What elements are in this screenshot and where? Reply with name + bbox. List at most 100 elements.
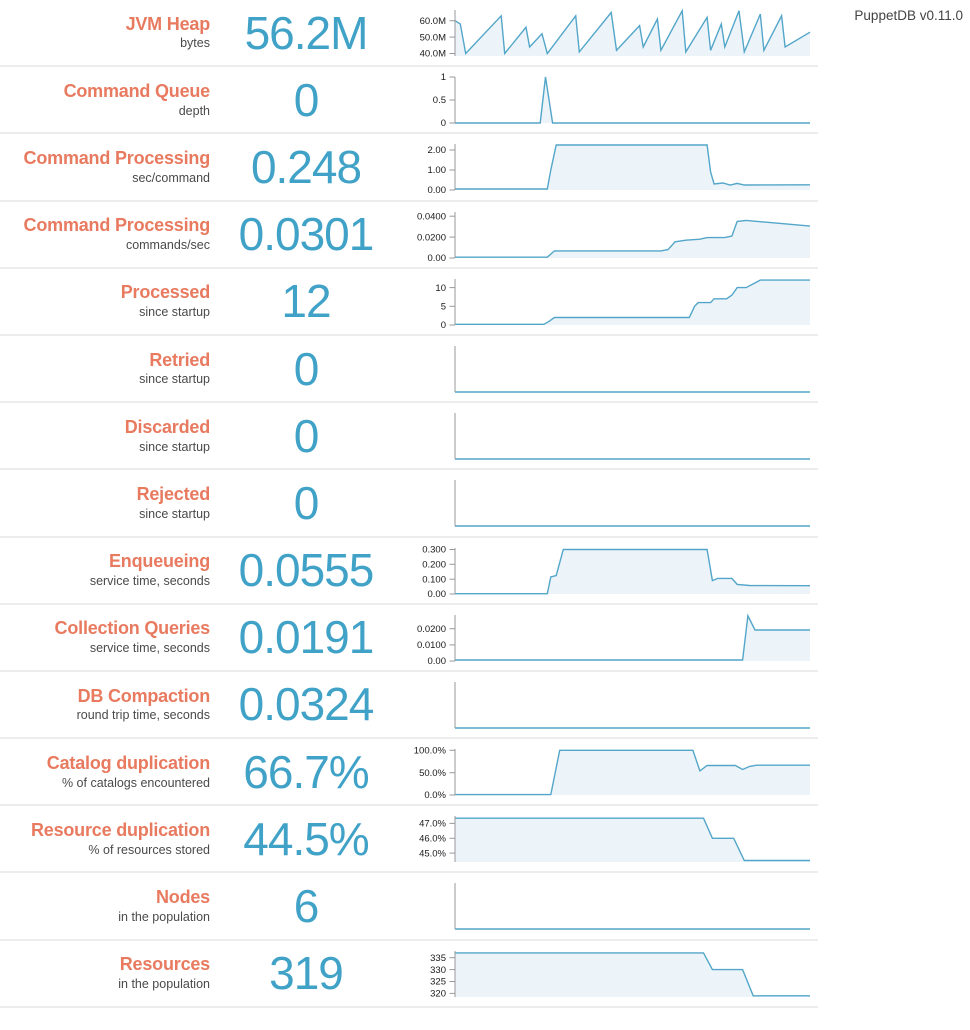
sparkline-area: [455, 818, 810, 863]
y-axis-tick-label: 0.0200: [417, 232, 446, 243]
metric-row: JVM Heap bytes 56.2M 60.0M 50.0M 40.0M: [0, 0, 818, 68]
metric-title: Command Processing: [23, 148, 211, 169]
metric-label-block: Processed since startup: [0, 269, 210, 334]
sparkline-line: [455, 817, 810, 862]
metric-sublabel: sec/command: [132, 170, 210, 185]
metric-sublabel: depth: [178, 103, 210, 118]
sparkline-line: [455, 548, 811, 594]
y-axis-tick-label: 0.5: [433, 95, 446, 106]
y-axis-tick-label: 0.200: [422, 559, 446, 570]
y-axis-tick-label: 0.00: [428, 656, 447, 667]
metric-value: 0: [293, 409, 320, 462]
y-axis-tick-label: 2.00: [428, 146, 447, 157]
sparkline-area: [455, 750, 810, 796]
metric-row: Collection Queries service time, seconds 0…: [0, 605, 818, 672]
sparkline-line: [454, 8, 811, 56]
metric-label-block: Retried since startup: [0, 336, 210, 401]
sparkline-line: [455, 219, 811, 258]
metric-sublabel: since startup: [139, 372, 210, 387]
metric-title: JVM Heap: [125, 13, 211, 34]
metric-label-block: Rejected since startup: [0, 470, 211, 535]
metric-title: Resources: [119, 954, 210, 975]
y-axis-tick-label: 0: [441, 320, 446, 331]
metric-label-block: Enqueueing service time, seconds: [0, 538, 210, 603]
y-axis-tick-label: 330: [430, 964, 446, 975]
y-axis-tick-label: 45.0%: [419, 849, 446, 860]
metric-title: Collection Queries: [54, 618, 211, 639]
metric-sparkline: 0.0400 0.0200 0.00: [417, 211, 811, 264]
metric-row: Processed since startup 12 10 5 0: [0, 269, 818, 336]
metric-row: Enqueueing service time, seconds 0.0555 0.3…: [0, 538, 818, 605]
metric-sublabel: in the population: [118, 977, 210, 992]
metric-value: 0: [293, 476, 320, 529]
y-axis-tick-label: 50.0%: [419, 768, 446, 779]
metric-sparkline: 60.0M 50.0M 40.0M: [420, 8, 811, 60]
y-axis-tick-label: 0.00: [428, 589, 447, 600]
metric-value: 319: [269, 947, 344, 1000]
metric-row: Resource duplication % of resources store…: [0, 806, 818, 874]
sparkline-area: [455, 279, 810, 325]
metric-sparkline: 10.50: [433, 72, 810, 129]
sparkline-area: [455, 145, 810, 191]
y-axis-tick-label: 320: [430, 988, 446, 999]
y-axis-tick-label: 0.0%: [424, 790, 446, 801]
y-axis-tick-label: 1: [441, 72, 446, 83]
metric-value: 0: [293, 342, 320, 395]
metric-row: Command Queue depth 0 1 0.5 0: [0, 67, 818, 135]
metric-sparkline: 2.00 1.00 0.00: [428, 144, 811, 197]
metric-label-block: Command Queue depth: [0, 67, 211, 132]
y-axis-tick-label: 0.0100: [417, 640, 446, 651]
metric-sublabel: bytes: [180, 36, 210, 51]
metric-row: Catalog duplication % of catalogs encount…: [0, 739, 818, 807]
metric-value: 0.0324: [238, 678, 375, 731]
metric-sublabel: since startup: [139, 305, 210, 320]
metric-label-block: JVM Heap bytes: [0, 0, 211, 65]
metric-value: 0.0191: [238, 611, 375, 664]
y-axis-tick-label: 0.300: [422, 544, 446, 555]
metric-label-block: Catalog duplication % of catalogs encount…: [0, 739, 210, 804]
sparkline-line: [455, 77, 810, 124]
metric-title: Command Queue: [63, 80, 211, 101]
metric-sublabel: since startup: [139, 506, 210, 521]
metric-row: Retried since startup 0: [0, 336, 818, 404]
metric-sublabel: service time, seconds: [89, 573, 210, 588]
metric-label-block: Resource duplication % of resources store…: [0, 806, 210, 871]
metric-title: Discarded: [124, 416, 210, 437]
metric-label-block: DB Compaction round trip time, seconds: [0, 672, 211, 737]
metric-title: Command Processing: [23, 215, 211, 236]
y-axis-tick-label: 50.0M: [420, 32, 446, 43]
metric-title: Enqueueing: [109, 551, 210, 572]
y-axis-tick-label: 100.0%: [414, 746, 447, 757]
metric-value: 0.248: [250, 140, 362, 193]
metric-row: Command Processing sec/command 0.248 2.00 1.…: [0, 134, 818, 202]
metric-row: Command Processing commands/sec 0.0301 0.04…: [0, 202, 818, 269]
metric-label-block: Nodes in the population: [0, 873, 210, 938]
metric-title: Rejected: [136, 484, 211, 504]
metric-sparkline: [454, 883, 810, 931]
metric-sparkline: [454, 681, 810, 729]
metric-value: 0: [293, 73, 320, 126]
metric-value: 0.0555: [238, 544, 375, 597]
metric-title: Resource duplication: [30, 819, 210, 840]
metric-sparkline: 0.300 0.200 0.100 0.00: [422, 544, 811, 600]
metric-value: 6: [293, 880, 320, 933]
sparkline-area: [455, 952, 810, 997]
metric-sparkline: 100.0% 50.0% 0.0%: [414, 746, 810, 801]
y-axis-tick-label: 0.100: [422, 574, 446, 585]
metric-sublabel: since startup: [139, 439, 210, 454]
y-axis-tick-label: 5: [441, 301, 446, 312]
metric-sublabel: commands/sec: [125, 238, 210, 253]
metric-row: DB Compaction round trip time, seconds 0.0…: [0, 672, 818, 740]
metric-sparkline: [454, 345, 810, 393]
metric-title: DB Compaction: [77, 685, 211, 706]
y-axis-tick-label: 46.0%: [419, 834, 446, 845]
sparkline-line: [455, 749, 810, 796]
metric-label-block: Command Processing commands/sec: [0, 202, 211, 267]
sparkline-line: [455, 279, 810, 325]
metric-value: 0.0301: [238, 208, 375, 261]
metric-sublabel: % of resources stored: [88, 842, 210, 857]
sparkline-area: [455, 77, 810, 124]
metric-label-block: Discarded since startup: [0, 403, 210, 468]
metric-sublabel: service time, seconds: [89, 641, 210, 656]
